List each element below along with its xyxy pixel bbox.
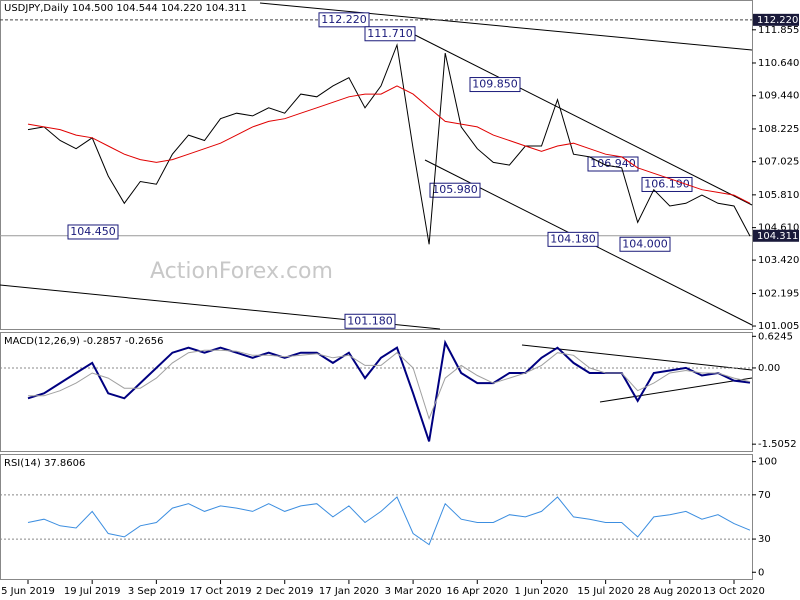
annotation-box xyxy=(67,224,119,240)
y-tick-label: 105.810 xyxy=(758,190,799,201)
annotation-label: 104.180 xyxy=(550,232,596,245)
y-tick-label: 30 xyxy=(758,534,771,545)
series-line xyxy=(27,339,751,442)
marker-box xyxy=(753,229,799,242)
series-line xyxy=(27,43,751,245)
macd-panel xyxy=(0,332,753,452)
x-tick-label: 3 Sep 2019 xyxy=(128,586,185,597)
y-tick-label: 0.6245 xyxy=(758,331,793,342)
annotation-label: 104.000 xyxy=(622,237,668,250)
series-line xyxy=(27,496,751,546)
marker-label: 112.220 xyxy=(757,15,798,26)
x-tick-label: 17 Jan 2020 xyxy=(319,586,379,597)
annotation-box xyxy=(344,313,396,329)
annotation-label: 109.850 xyxy=(472,78,518,91)
x-tick-label: 17 Oct 2019 xyxy=(190,586,252,597)
y-tick-label: 110.640 xyxy=(758,58,799,69)
x-tick-label: 16 Apr 2020 xyxy=(446,586,508,597)
y-tick-label: 0 xyxy=(758,567,764,578)
y-tick-label: 70 xyxy=(758,490,771,501)
y-tick-label: 103.420 xyxy=(758,255,799,266)
panel-title: MACD(12,26,9) -0.2857 -0.2656 xyxy=(4,336,164,347)
y-tick-label: 104.610 xyxy=(758,223,799,234)
annotation-box xyxy=(587,156,639,172)
y-tick-label: 0.00 xyxy=(758,363,780,374)
x-tick-label: 5 Jun 2019 xyxy=(1,586,55,597)
x-tick-label: 3 Mar 2020 xyxy=(385,586,442,597)
annotation-label: 105.980 xyxy=(432,183,478,196)
annotation-label: 106.190 xyxy=(644,177,690,190)
annotation-box xyxy=(619,236,671,252)
y-tick-label: 109.440 xyxy=(758,91,799,102)
watermark: ActionForex.com xyxy=(150,259,333,284)
annotation-label: 111.710 xyxy=(367,27,413,40)
marker-box xyxy=(753,13,799,26)
x-tick-label: 28 Aug 2020 xyxy=(638,586,702,597)
series-line xyxy=(27,85,751,204)
annotation-box xyxy=(469,77,521,93)
annotation-label: 112.220 xyxy=(321,13,367,26)
panel-title: RSI(14) 37.8606 xyxy=(4,458,85,469)
annotation-label: 106.940 xyxy=(590,157,636,170)
trend-line xyxy=(259,2,753,51)
annotation-label: 101.180 xyxy=(347,314,393,327)
y-tick-label: 102.195 xyxy=(758,289,799,300)
y-tick-label: 111.855 xyxy=(758,25,799,36)
x-tick-label: 15 Jul 2020 xyxy=(577,586,634,597)
marker-label: 104.311 xyxy=(757,231,798,242)
annotation-box xyxy=(547,231,599,247)
annotation-box xyxy=(364,26,416,42)
x-tick-label: 19 Jul 2019 xyxy=(64,586,121,597)
annotation-label: 104.450 xyxy=(70,225,116,238)
y-tick-label: 107.025 xyxy=(758,157,799,168)
trend-line xyxy=(599,377,753,403)
x-tick-label: 1 Jun 2020 xyxy=(515,586,569,597)
chart-title: USDJPY,Daily 104.500 104.544 104.220 104… xyxy=(4,3,247,14)
trend-line xyxy=(414,34,753,206)
x-tick-label: 2 Dec 2019 xyxy=(256,586,314,597)
annotation-box xyxy=(429,182,481,198)
x-tick-label: 13 Oct 2020 xyxy=(703,586,765,597)
series-line xyxy=(28,349,751,421)
price-panel xyxy=(0,0,753,330)
y-tick-label: 100 xyxy=(758,457,777,468)
y-tick-label: 108.225 xyxy=(758,124,799,135)
rsi-panel xyxy=(0,454,753,580)
y-tick-label: 101.005 xyxy=(758,321,799,332)
annotation-box xyxy=(318,12,370,28)
y-tick-label: -1.5052 xyxy=(758,439,797,450)
